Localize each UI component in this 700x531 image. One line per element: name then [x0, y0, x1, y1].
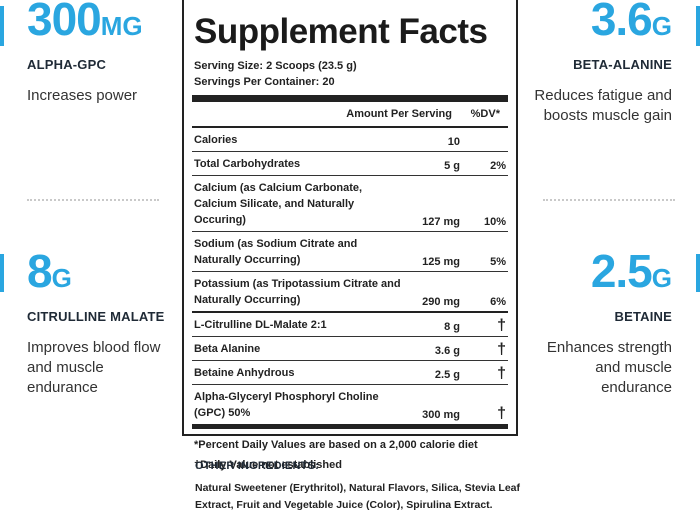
row-label: Sodium (as Sodium Citrate and Naturally … — [194, 238, 358, 266]
servings-per-container: Servings Per Container: 20 — [194, 76, 335, 88]
row-label: Calcium (as Calcium Carbonate, Calcium S… — [194, 182, 363, 226]
table-row: Potassium (as Tripotassium Citrate and N… — [192, 272, 508, 313]
stat-value: 8G — [27, 245, 72, 297]
stat-beta-alanine: 3.6G BETA-ALANINE Reduces fatigue and bo… — [520, 0, 672, 126]
row-label: Alpha-Glyceryl Phosphoryl Choline (GPC) … — [194, 391, 379, 419]
dagger-icon: † — [497, 405, 506, 422]
dagger-icon: † — [497, 365, 506, 382]
stat-name: BETAINE — [614, 309, 672, 324]
table-row: Betaine Anhydrous 2.5 g † — [192, 361, 508, 385]
serving-size: Serving Size: 2 Scoops (23.5 g) — [194, 60, 357, 72]
other-ingredients-text: Natural Sweetener (Erythritol), Natural … — [195, 482, 521, 511]
stat-name: BETA-ALANINE — [573, 57, 672, 72]
row-label: L-Citrulline DL-Malate 2:1 — [194, 319, 327, 331]
stat-value: 3.6G — [590, 0, 672, 45]
row-label: Total Carbohydrates — [194, 158, 301, 170]
row-amount: 127 mg — [422, 216, 460, 228]
divider — [27, 199, 159, 201]
divider — [543, 199, 675, 201]
stat-name: CITRULLINE MALATE — [27, 309, 165, 324]
row-dv: 2% — [490, 160, 506, 172]
stat-alpha-gpc: 300MG ALPHA-GPC Increases power — [27, 0, 187, 106]
row-dv: 10% — [483, 216, 506, 228]
row-label: Beta Alanine — [194, 343, 261, 355]
dagger-icon: † — [497, 317, 506, 334]
stat-betaine: 2.5G BETAINE Enhances strength and muscl… — [520, 248, 672, 398]
divider-thick — [192, 424, 508, 429]
row-amount: 300 mg — [422, 409, 460, 421]
row-label: Potassium (as Tripotassium Citrate and N… — [194, 278, 401, 306]
stat-description: Improves blood flow and muscle endurance — [27, 339, 161, 396]
table-row: L-Citrulline DL-Malate 2:1 8 g † — [192, 313, 508, 337]
stat-value: 2.5G — [590, 245, 672, 297]
row-amount: 5 g — [444, 160, 460, 172]
table-row: Sodium (as Sodium Citrate and Naturally … — [192, 232, 508, 272]
panel-title: Supplement Facts — [194, 12, 488, 51]
accent-bar — [696, 254, 700, 292]
dv-footnote: *Percent Daily Values are based on a 2,0… — [194, 439, 478, 451]
stat-name: ALPHA-GPC — [27, 57, 107, 72]
stat-value: 300MG — [27, 0, 143, 45]
dagger-footnote: †Daily Value not established — [194, 459, 342, 471]
row-amount: 10 — [447, 136, 460, 148]
dv-header: %DV* — [470, 108, 500, 120]
table-row: Total Carbohydrates 5 g 2% — [192, 152, 508, 176]
row-amount: 8 g — [444, 321, 460, 333]
row-amount: 125 mg — [422, 256, 460, 268]
row-label: Calories — [194, 134, 238, 146]
supplement-facts-panel: Supplement Facts Serving Size: 2 Scoops … — [182, 0, 518, 471]
stat-description: Reduces fatigue and boosts muscle gain — [534, 87, 672, 124]
row-dv: 5% — [490, 256, 506, 268]
stat-description: Increases power — [27, 87, 138, 104]
dagger-icon: † — [497, 341, 506, 358]
table-row: Alpha-Glyceryl Phosphoryl Choline (GPC) … — [192, 385, 508, 424]
row-amount: 290 mg — [422, 296, 460, 308]
amount-per-serving-header: Amount Per Serving — [346, 108, 452, 120]
row-amount: 3.6 g — [434, 345, 460, 357]
stat-description: Enhances strength and muscle endurance — [546, 339, 672, 396]
accent-bar — [696, 6, 700, 46]
table-row: Beta Alanine 3.6 g † — [192, 337, 508, 361]
row-label: Betaine Anhydrous — [194, 367, 295, 379]
other-ingredients-heading: OTHER INGREDIENTS: — [195, 460, 319, 472]
other-ingredients: OTHER INGREDIENTS: Natural Sweetener (Er… — [195, 460, 525, 514]
stat-citrulline-malate: 8G CITRULLINE MALATE Improves blood flow… — [27, 248, 187, 398]
facts-rows: Calories 10 Total Carbohydrates 5 g 2% Calc… — [192, 128, 508, 424]
divider-thick — [192, 95, 508, 102]
accent-bar — [0, 6, 4, 46]
facts-header: Amount Per Serving %DV* — [192, 102, 508, 128]
accent-bar — [0, 254, 4, 292]
table-row: Calcium (as Calcium Carbonate, Calcium S… — [192, 176, 508, 232]
row-amount: 2.5 g — [434, 369, 460, 381]
table-row: Calories 10 — [192, 128, 508, 152]
row-dv: 6% — [490, 296, 506, 308]
